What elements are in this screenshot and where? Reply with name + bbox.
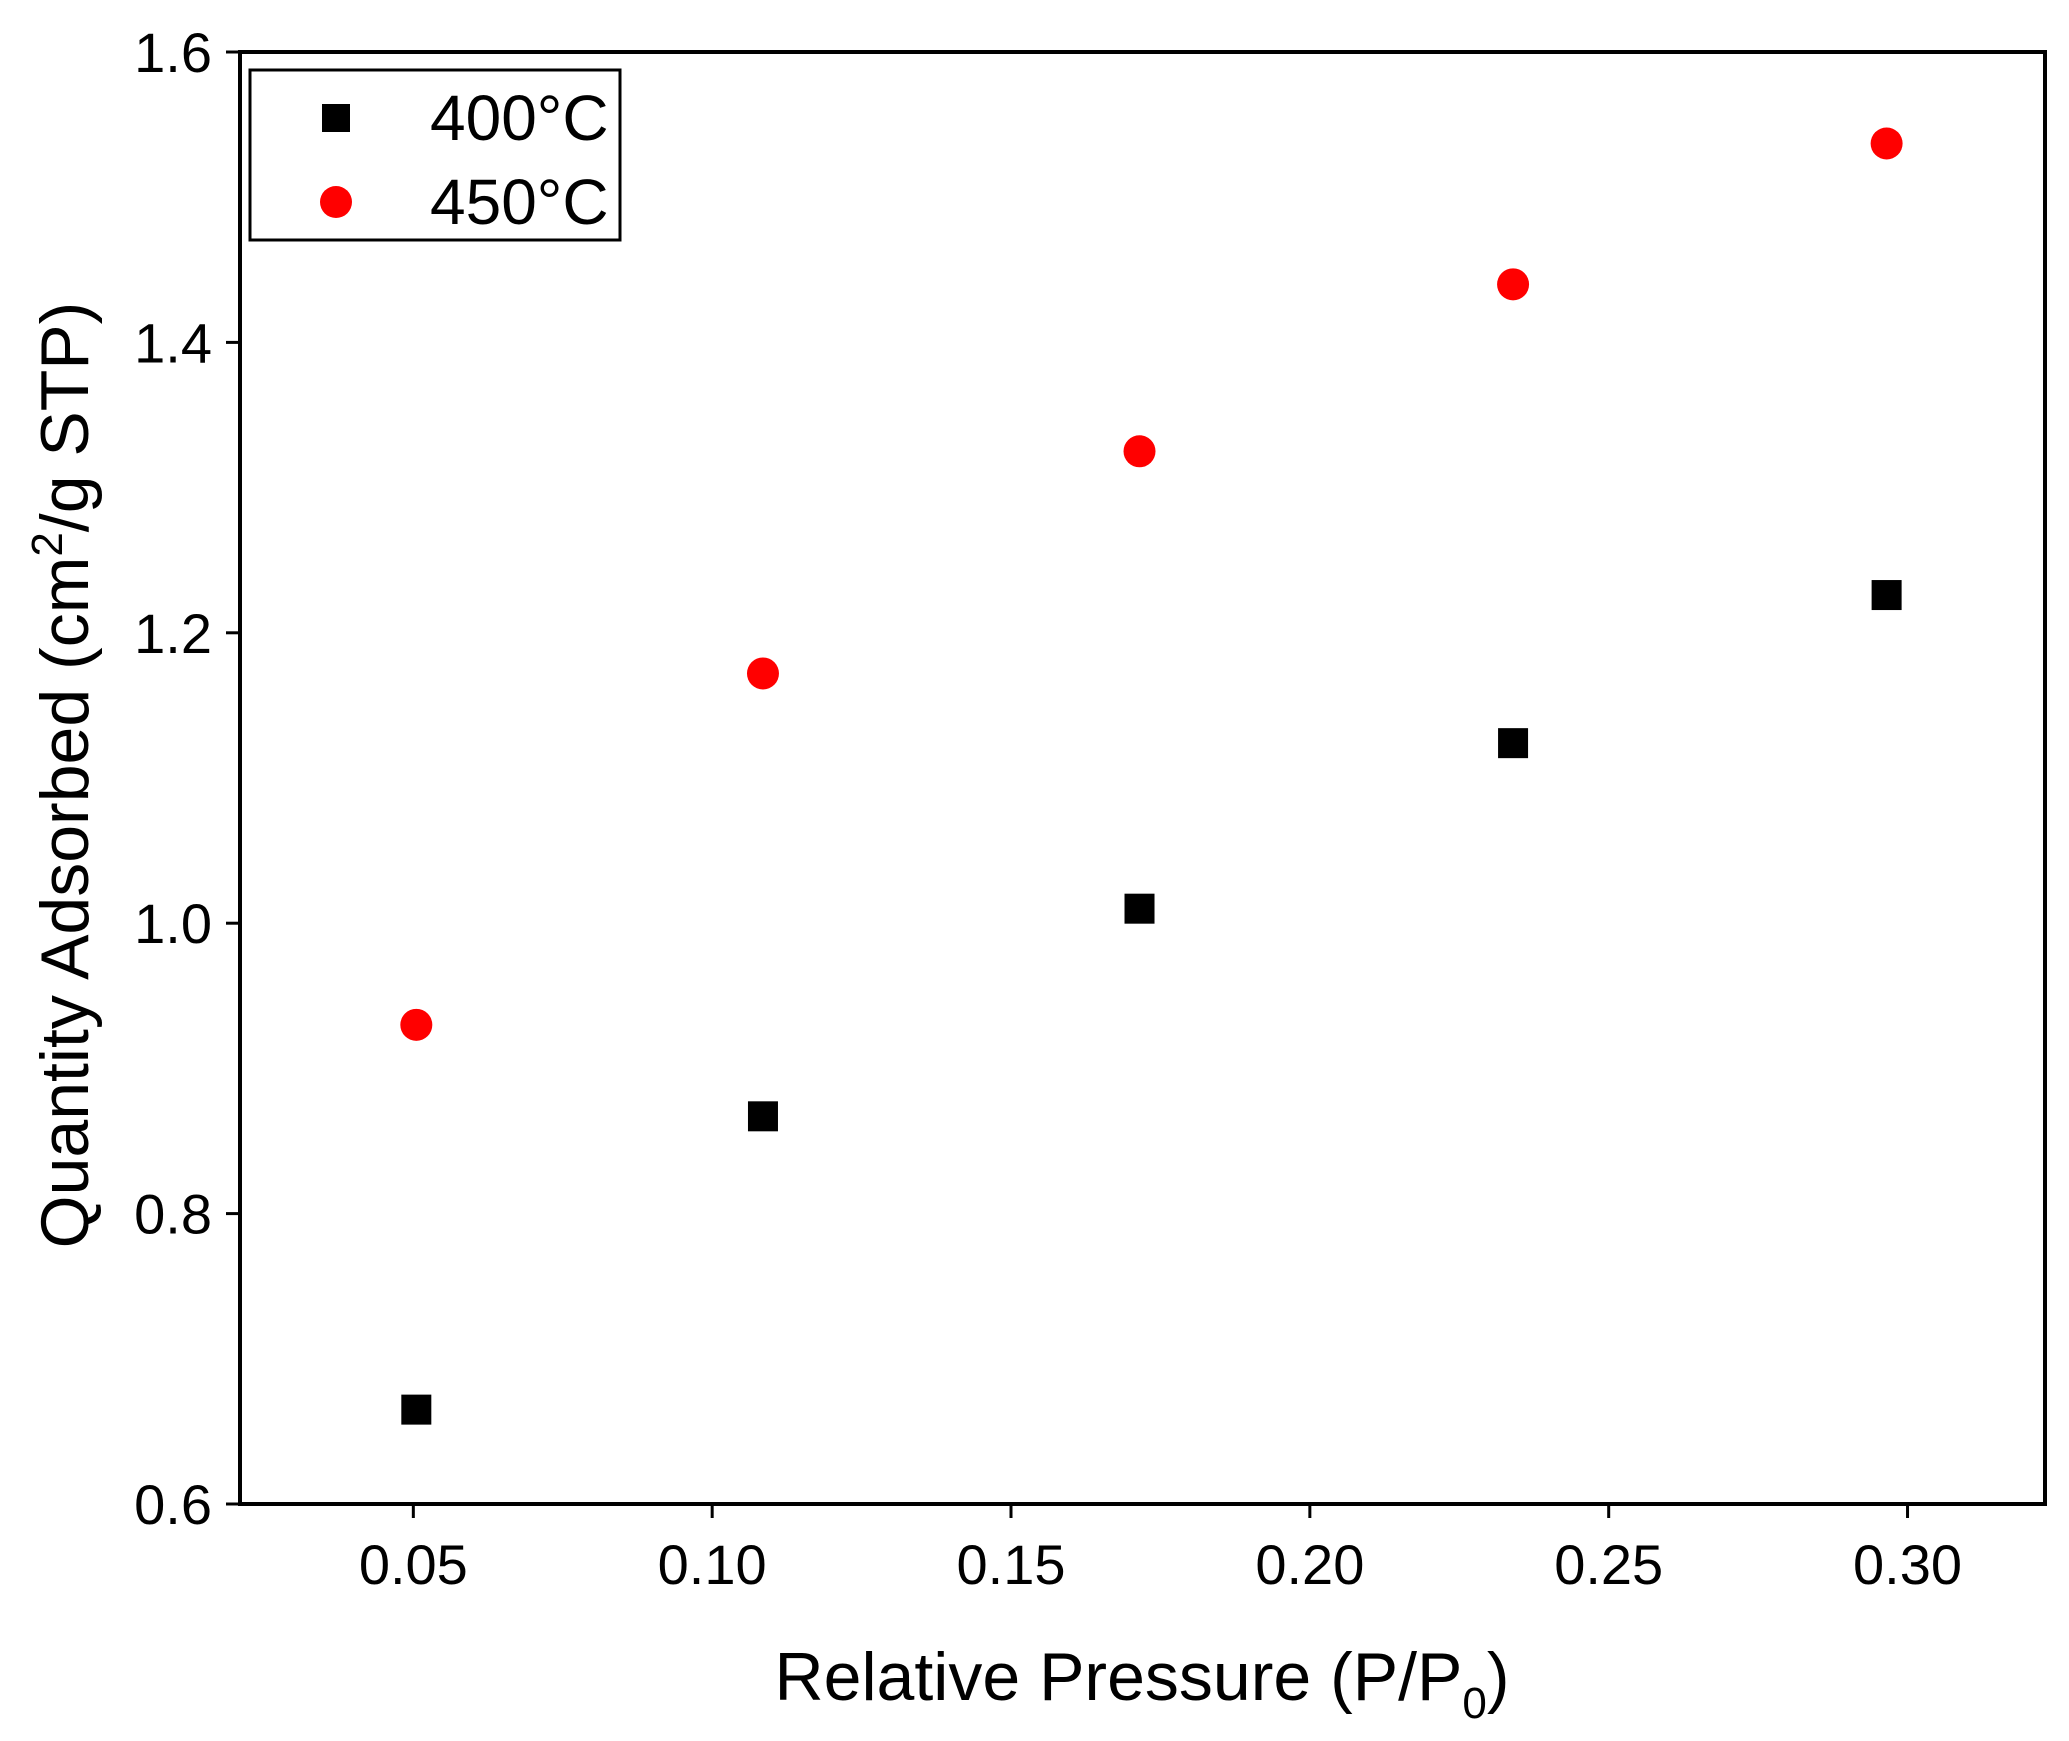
legend-label-450c: 450°C: [430, 166, 609, 238]
point-series-2: [1123, 435, 1156, 468]
point-series-1: [401, 1394, 432, 1425]
y-axis-title: Quantity Adsorbed (cm2/g STP): [23, 302, 103, 1249]
x-axis-title-suffix: ): [1487, 1639, 1510, 1715]
point-series-2: [746, 657, 779, 690]
x-tick-label: 0.30: [1853, 1533, 1962, 1596]
y-axis-title-suffix: /g STP): [27, 302, 103, 533]
x-tick-label: 0.20: [1255, 1533, 1364, 1596]
x-tick-label: 0.05: [359, 1533, 468, 1596]
plot-frame: [238, 50, 2047, 1506]
y-axis-title-superscript: 2: [23, 532, 72, 556]
y-axis-ticks: 0.6 0.8 1.0 1.2 1.4 1.6: [134, 21, 240, 1536]
x-axis-title-main: Relative Pressure (P/P: [775, 1639, 1463, 1715]
x-axis-ticks: 0.05 0.10 0.15 0.20 0.25 0.30: [359, 1504, 1962, 1596]
y-tick-label: 1.2: [134, 602, 212, 665]
legend-marker-450c: [320, 186, 352, 218]
x-tick-label: 0.15: [957, 1533, 1066, 1596]
x-axis-title-subscript: 0: [1462, 1679, 1486, 1728]
point-series-1: [1124, 893, 1155, 924]
y-tick-label: 1.0: [134, 892, 212, 955]
legend-label-400c: 400°C: [430, 82, 609, 154]
y-axis-title-main: Quantity Adsorbed (cm: [27, 557, 103, 1249]
legend-box: [248, 68, 622, 242]
y-tick-label: 1.4: [134, 311, 212, 374]
point-series-2: [400, 1008, 433, 1041]
x-tick-label: 0.10: [658, 1533, 767, 1596]
data-points: [400, 127, 1903, 1425]
legend-marker-400c: [322, 104, 350, 132]
x-tick-label: 0.25: [1554, 1533, 1663, 1596]
legend: 400°C 450°C: [248, 68, 622, 242]
point-series-2: [1497, 268, 1530, 301]
y-tick-label: 0.8: [134, 1183, 212, 1246]
point-series-1: [1871, 580, 1902, 611]
y-tick-label: 0.6: [134, 1473, 212, 1536]
point-series-1: [747, 1101, 778, 1132]
x-axis-title: Relative Pressure (P/P0): [775, 1639, 1510, 1728]
y-tick-label: 1.6: [134, 21, 212, 84]
point-series-1: [1498, 728, 1529, 759]
point-series-2: [1870, 127, 1903, 160]
